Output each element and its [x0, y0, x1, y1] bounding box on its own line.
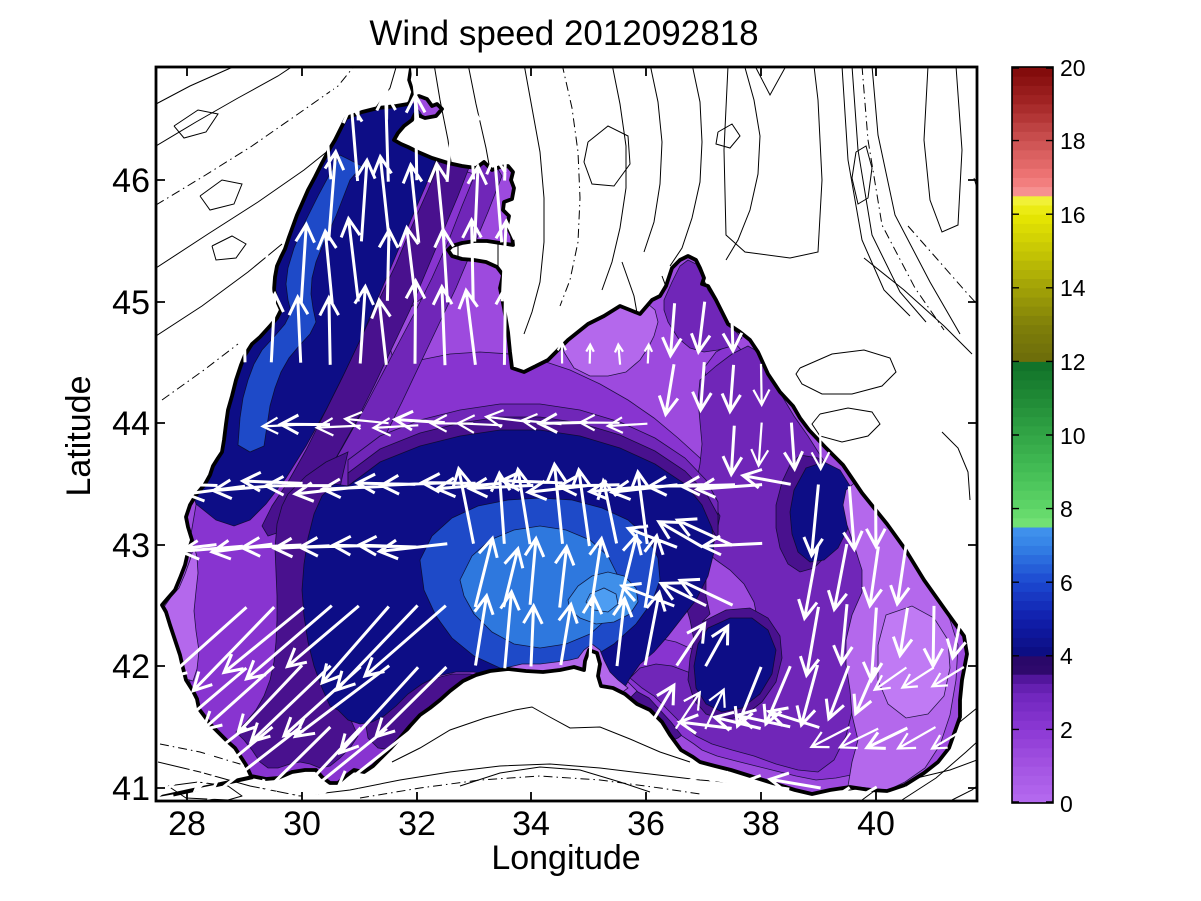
svg-text:44: 44 — [112, 405, 150, 443]
svg-text:30: 30 — [283, 805, 321, 843]
svg-text:16: 16 — [1060, 202, 1086, 228]
svg-text:12: 12 — [1060, 349, 1086, 375]
svg-text:Wind speed 2012092818: Wind speed 2012092818 — [369, 14, 758, 53]
svg-text:14: 14 — [1060, 275, 1086, 301]
svg-text:2: 2 — [1060, 717, 1073, 743]
svg-text:Latitude: Latitude — [60, 376, 98, 497]
svg-text:40: 40 — [857, 805, 895, 843]
svg-text:43: 43 — [112, 527, 150, 565]
svg-text:18: 18 — [1060, 128, 1086, 154]
svg-text:36: 36 — [627, 805, 665, 843]
svg-text:38: 38 — [742, 805, 780, 843]
svg-text:45: 45 — [112, 284, 150, 322]
svg-text:46: 46 — [112, 162, 150, 200]
svg-text:4: 4 — [1060, 643, 1073, 669]
svg-text:Longitude: Longitude — [491, 839, 640, 877]
svg-text:32: 32 — [398, 805, 436, 843]
svg-text:34: 34 — [512, 805, 550, 843]
svg-text:6: 6 — [1060, 570, 1073, 596]
svg-text:20: 20 — [1060, 55, 1086, 81]
svg-text:10: 10 — [1060, 423, 1086, 449]
svg-text:0: 0 — [1060, 791, 1073, 817]
svg-text:42: 42 — [112, 648, 150, 686]
svg-text:8: 8 — [1060, 496, 1073, 522]
svg-text:41: 41 — [112, 770, 150, 808]
svg-text:28: 28 — [168, 805, 206, 843]
